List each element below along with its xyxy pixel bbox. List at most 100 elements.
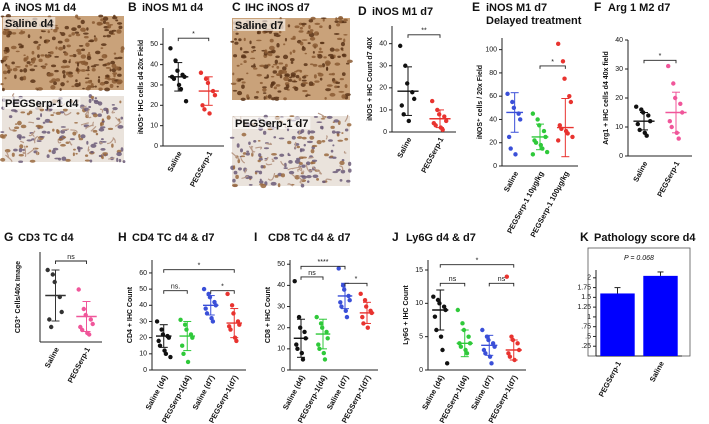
y-axis-label: Ly6G + IHC Count: [403, 285, 410, 345]
tissue-strand: [28, 130, 36, 137]
cell-nucleus: [290, 74, 296, 78]
data-point: [504, 274, 510, 279]
cell-nucleus: [229, 136, 235, 139]
significance-bracket: [163, 290, 188, 294]
cell-nucleus: [302, 89, 308, 93]
cell-nucleus: [334, 20, 339, 23]
cell-nucleus: [291, 135, 296, 140]
cell-nucleus: [311, 144, 318, 148]
cell-nucleus: [98, 14, 104, 18]
cell-nucleus: [111, 143, 114, 148]
cell-nucleus: [290, 61, 294, 64]
cell-nucleus: [93, 100, 100, 105]
data-point: [320, 325, 325, 330]
cell-nucleus: [42, 121, 46, 124]
data-point: [441, 304, 447, 309]
data-point: [562, 76, 567, 81]
cell-nucleus: [336, 37, 343, 41]
cell-nucleus: [83, 35, 89, 39]
tissue-strand: [231, 152, 240, 160]
y-tick-label: 10: [139, 351, 147, 358]
annotation: P = 0.068: [624, 255, 654, 262]
data-point: [556, 138, 561, 143]
cell-nucleus: [6, 34, 11, 38]
cell-nucleus: [304, 52, 308, 55]
data-point: [435, 297, 441, 303]
cell-nucleus: [78, 45, 84, 47]
cell-nucleus: [84, 77, 90, 80]
cell-nucleus: [276, 42, 280, 48]
cell-nucleus: [344, 84, 348, 89]
cell-nucleus: [329, 92, 336, 97]
tissue-strand: [30, 132, 35, 138]
cell-nucleus: [336, 133, 340, 137]
cell-nucleus: [259, 81, 263, 85]
cell-nucleus: [263, 96, 266, 100]
cell-nucleus: [100, 126, 106, 129]
cell-nucleus: [324, 153, 329, 157]
cell-nucleus: [97, 78, 101, 83]
cell-nucleus: [309, 135, 315, 140]
cell-nucleus: [86, 27, 89, 31]
x-tick-label: PEGSerp-1: [188, 150, 214, 189]
data-point: [231, 311, 236, 316]
cell-nucleus: [340, 41, 345, 47]
cell-nucleus: [18, 136, 22, 140]
cell-nucleus: [339, 77, 344, 81]
cell-nucleus: [26, 139, 33, 142]
data-point: [440, 347, 445, 353]
cell-nucleus: [325, 67, 329, 71]
cell-nucleus: [69, 54, 75, 57]
cell-nucleus: [57, 138, 64, 141]
cell-nucleus: [102, 35, 107, 38]
bar: [600, 293, 635, 356]
cell-nucleus: [98, 58, 104, 61]
cell-nucleus: [289, 51, 292, 55]
y-tick-label: .75: [581, 324, 591, 331]
cell-nucleus: [284, 162, 287, 168]
data-point: [50, 272, 55, 277]
cell-nucleus: [27, 34, 31, 39]
x-tick-label: Saline: [502, 170, 520, 194]
cell-nucleus: [50, 85, 56, 90]
data-point: [508, 146, 513, 151]
y-tick-label: 1.5: [581, 294, 591, 301]
significance-label: ns.: [171, 284, 180, 291]
cell-nucleus: [325, 61, 331, 66]
tissue-strand: [70, 129, 78, 134]
data-point: [185, 359, 191, 365]
cell-nucleus: [78, 137, 84, 141]
cell-nucleus: [59, 88, 62, 91]
panel-title: Pathology score d4: [594, 232, 696, 244]
cell-nucleus: [283, 43, 286, 46]
cell-nucleus: [120, 49, 124, 53]
tissue-strand: [90, 125, 97, 132]
cell-nucleus: [71, 32, 75, 36]
image-label: PEGSerp-1 d7: [235, 118, 308, 130]
cell-nucleus: [305, 161, 311, 166]
cell-nucleus: [336, 23, 341, 27]
tissue-strand: [317, 112, 326, 118]
tissue-strand: [92, 121, 95, 127]
cell-nucleus: [337, 139, 344, 142]
cell-nucleus: [116, 152, 122, 157]
cell-nucleus: [235, 32, 239, 35]
y-tick-label: .25: [581, 343, 591, 350]
cell-nucleus: [64, 38, 70, 43]
data-point: [200, 103, 205, 108]
data-point: [364, 304, 369, 309]
data-point: [225, 291, 230, 297]
cell-nucleus: [274, 59, 278, 65]
cell-nucleus: [288, 160, 293, 164]
cell-nucleus: [60, 82, 65, 87]
tissue-strand: [87, 146, 90, 152]
data-point: [509, 334, 514, 339]
cell-nucleus: [5, 63, 8, 67]
cell-nucleus: [268, 50, 274, 54]
cell-nucleus: [80, 54, 87, 59]
cell-nucleus: [64, 65, 70, 68]
cell-nucleus: [296, 157, 301, 161]
cell-nucleus: [250, 65, 256, 68]
cell-nucleus: [330, 149, 334, 153]
